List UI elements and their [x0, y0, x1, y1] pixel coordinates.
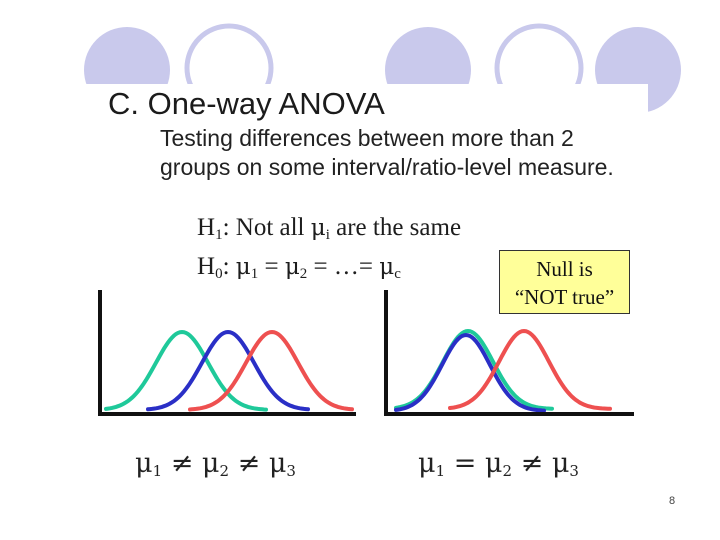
right-caption: μ1 = μ2 ≠ μ3: [418, 448, 579, 480]
caption-sub-1: 1: [152, 462, 163, 480]
mu-symbol: μ: [379, 254, 395, 280]
slide-body-text: Testing differences between more than 2 …: [160, 125, 614, 180]
caption-op-1: =: [445, 448, 485, 479]
callout-line-1: Null is: [536, 257, 593, 281]
header-band: [84, 84, 648, 120]
header-decoration: [84, 23, 681, 120]
mu-symbol: μ: [268, 448, 287, 479]
mu-symbol: μ: [310, 215, 326, 241]
mu-symbol: μ: [284, 254, 300, 280]
page-number: 8: [669, 495, 676, 507]
h0-label: H: [197, 253, 216, 280]
caption-sub-3: 3: [569, 462, 579, 480]
slide-title: C. One-way ANOVA: [108, 86, 385, 121]
caption-sub-1: 1: [435, 462, 446, 480]
hypothesis-h1: H1: Not all μi are the same: [197, 214, 461, 244]
h0-eq: =: [307, 253, 334, 280]
curve-group-3: [448, 328, 612, 411]
h0-sub: 0: [215, 266, 223, 282]
h1-tail: are the same: [329, 214, 462, 241]
mu-sub-c: c: [394, 266, 401, 282]
mu-symbol: μ: [484, 448, 503, 479]
right-distribution-plot: [384, 290, 634, 416]
h0-eq: =: [258, 253, 285, 280]
mu-symbol: μ: [418, 448, 436, 479]
mu-symbol: μ: [235, 254, 251, 280]
left-caption: μ1 ≠ μ2 ≠ μ3: [135, 448, 296, 480]
mu-symbol: μ: [201, 448, 220, 479]
curve-group-2: [394, 332, 546, 413]
h0-dots: …=: [333, 253, 380, 280]
h1-sub: 1: [215, 227, 223, 243]
caption-op-2: ≠: [512, 448, 552, 479]
caption-op-1: ≠: [162, 448, 202, 479]
mu-sub-i: i: [325, 227, 330, 243]
caption-op-2: ≠: [229, 448, 269, 479]
left-distribution-plot: [98, 290, 356, 416]
callout-line-2: “NOT true”: [514, 285, 615, 309]
null-callout-box: Null is “NOT true”: [499, 250, 630, 314]
caption-sub-3: 3: [286, 462, 296, 480]
curve-group-1: [104, 329, 268, 412]
mu-symbol: μ: [551, 448, 570, 479]
hypothesis-h0: H0: μ1 = μ2 = …= μc: [197, 253, 401, 283]
h1-text: : Not all: [222, 214, 311, 241]
curve-group-3: [188, 329, 354, 412]
mu-symbol: μ: [135, 448, 153, 479]
caption-sub-2: 2: [219, 462, 230, 480]
curve-group-2: [146, 329, 310, 412]
h0-text: :: [222, 253, 236, 280]
mu-sub-1: 1: [250, 266, 259, 282]
h1-label: H: [197, 214, 216, 241]
mu-sub-2: 2: [299, 266, 308, 282]
caption-sub-2: 2: [502, 462, 513, 480]
